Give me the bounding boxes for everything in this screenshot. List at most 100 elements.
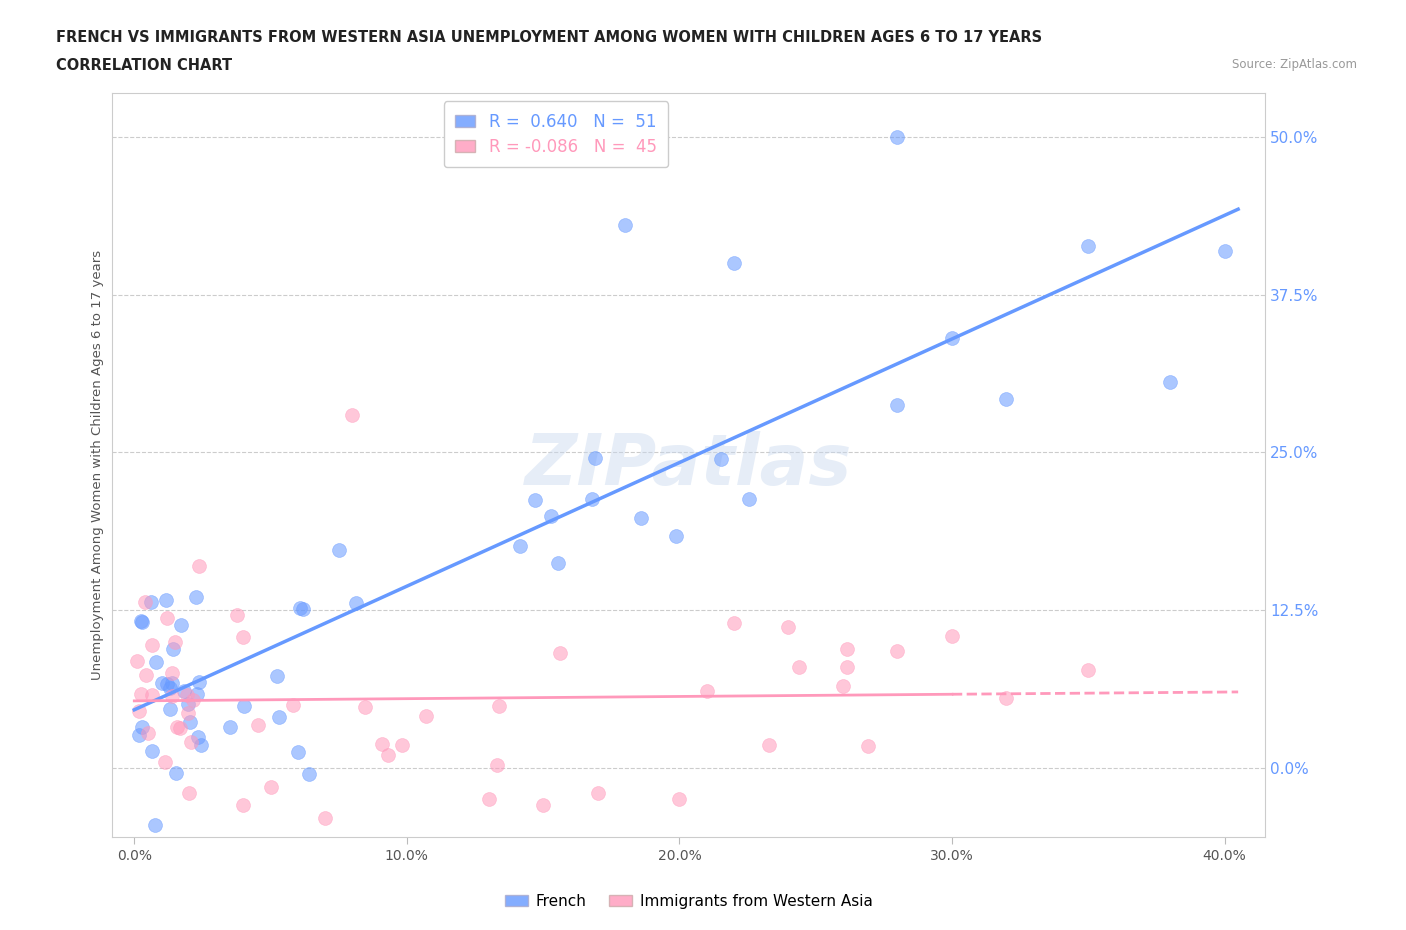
Point	[155, 592, 177, 607]
Point	[232, 798, 254, 813]
Point	[188, 675, 211, 690]
Point	[547, 555, 569, 570]
Point	[145, 655, 167, 670]
Point	[128, 703, 150, 718]
Point	[1159, 374, 1181, 389]
Point	[287, 744, 309, 759]
Point	[314, 811, 336, 826]
Point	[165, 765, 187, 780]
Point	[695, 684, 717, 698]
Point	[344, 595, 367, 610]
Point	[128, 728, 150, 743]
Point	[1077, 662, 1099, 677]
Point	[166, 720, 188, 735]
Point	[141, 743, 163, 758]
Point	[180, 734, 202, 749]
Text: CORRELATION CHART: CORRELATION CHART	[56, 58, 232, 73]
Point	[266, 669, 288, 684]
Point	[141, 638, 163, 653]
Point	[583, 450, 606, 465]
Point	[941, 629, 963, 644]
Y-axis label: Unemployment Among Women with Children Ages 6 to 17 years: Unemployment Among Women with Children A…	[91, 250, 104, 680]
Point	[186, 686, 208, 701]
Point	[134, 594, 156, 609]
Point	[129, 686, 152, 701]
Point	[550, 646, 572, 661]
Point	[162, 642, 184, 657]
Point	[630, 511, 652, 525]
Point	[370, 737, 392, 751]
Point	[856, 738, 879, 753]
Point	[832, 679, 855, 694]
Point	[177, 786, 200, 801]
Point	[478, 791, 501, 806]
Point	[143, 817, 166, 832]
Point	[186, 590, 208, 604]
Point	[156, 611, 179, 626]
Point	[488, 698, 510, 713]
Point	[187, 730, 209, 745]
Point	[150, 676, 173, 691]
Point	[886, 397, 908, 412]
Point	[298, 766, 321, 781]
Point	[127, 653, 149, 668]
Point	[218, 719, 240, 734]
Point	[131, 720, 153, 735]
Point	[163, 635, 186, 650]
Point	[179, 714, 201, 729]
Point	[177, 706, 200, 721]
Point	[247, 718, 270, 733]
Point	[139, 594, 162, 609]
Point	[160, 689, 183, 704]
Point	[187, 559, 209, 574]
Point	[159, 680, 181, 695]
Point	[173, 684, 195, 698]
Text: Source: ZipAtlas.com: Source: ZipAtlas.com	[1232, 58, 1357, 71]
Point	[1077, 239, 1099, 254]
Point	[391, 737, 413, 752]
Point	[485, 758, 508, 773]
Point	[540, 509, 562, 524]
Point	[613, 218, 636, 232]
Point	[758, 737, 780, 752]
Point	[837, 642, 859, 657]
Point	[995, 690, 1018, 705]
Point	[177, 697, 200, 711]
Point	[377, 748, 399, 763]
Point	[141, 688, 163, 703]
Point	[354, 699, 377, 714]
Point	[886, 129, 908, 144]
Point	[738, 491, 761, 506]
Point	[155, 676, 177, 691]
Point	[259, 779, 281, 794]
Point	[1213, 244, 1236, 259]
Point	[162, 675, 184, 690]
Point	[233, 698, 256, 713]
Point	[328, 542, 350, 557]
Point	[136, 725, 159, 740]
Point	[169, 721, 191, 736]
Point	[135, 668, 157, 683]
Point	[415, 709, 437, 724]
Point	[778, 619, 800, 634]
Point	[665, 529, 688, 544]
Text: FRENCH VS IMMIGRANTS FROM WESTERN ASIA UNEMPLOYMENT AMONG WOMEN WITH CHILDREN AG: FRENCH VS IMMIGRANTS FROM WESTERN ASIA U…	[56, 30, 1042, 45]
Point	[509, 538, 531, 553]
Point	[723, 616, 745, 631]
Point	[181, 693, 204, 708]
Point	[581, 492, 603, 507]
Point	[342, 407, 364, 422]
Point	[886, 644, 908, 658]
Point	[131, 613, 153, 628]
Point	[281, 698, 304, 712]
Point	[941, 331, 963, 346]
Point	[159, 701, 181, 716]
Point	[787, 659, 810, 674]
Point	[131, 615, 153, 630]
Point	[291, 602, 314, 617]
Point	[668, 791, 690, 806]
Point	[586, 786, 609, 801]
Text: ZIPatlas: ZIPatlas	[526, 431, 852, 499]
Point	[710, 452, 733, 467]
Point	[267, 709, 290, 724]
